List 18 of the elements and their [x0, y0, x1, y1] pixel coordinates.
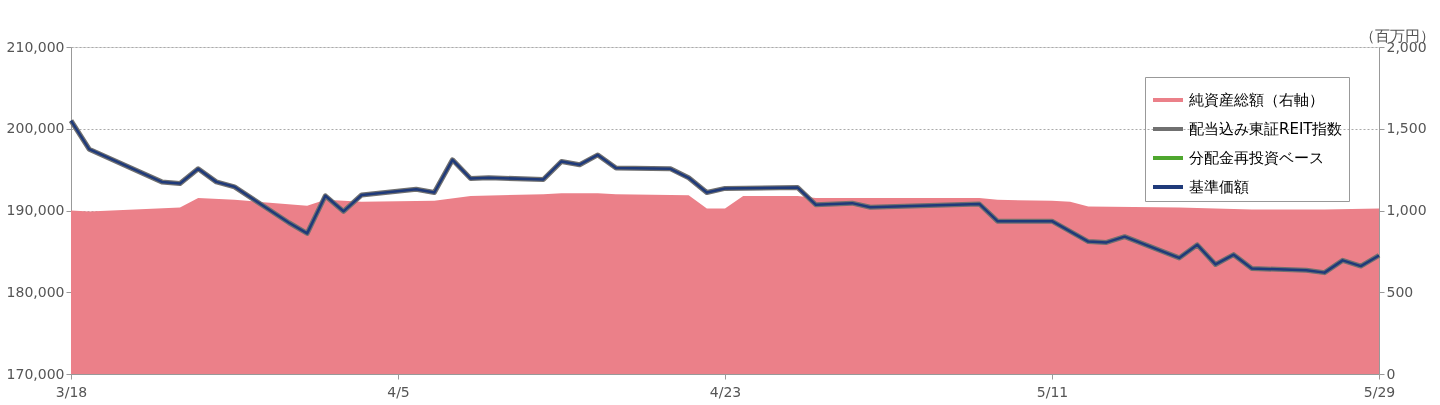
legend-label: 配当込み東証REIT指数	[1189, 120, 1343, 138]
x-tick-label: 4/5	[387, 383, 410, 400]
legend-label: 分配金再投資ベース	[1189, 149, 1324, 167]
y2-tick-label: 500	[1386, 283, 1414, 300]
x-tick-label: 5/29	[1363, 383, 1396, 400]
y2-tick-label: 1,500	[1386, 120, 1427, 137]
legend-label: 基準価額	[1189, 178, 1249, 196]
x-tick-label: 4/23	[709, 383, 742, 400]
y-tick-label: 210,000	[6, 38, 65, 55]
y2-tick-label: 0	[1386, 365, 1396, 382]
y-tick-label: 180,000	[6, 283, 65, 300]
y-tick-label: 170,000	[6, 365, 65, 382]
y2-tick-label: 1,000	[1386, 202, 1427, 218]
legend-label: 純資産総額（右軸）	[1189, 91, 1324, 109]
y-tick-label: 190,000	[6, 202, 65, 218]
x-tick-label: 5/11	[1036, 383, 1069, 400]
y-tick-label: 200,000	[6, 120, 65, 137]
x-tick-label: 3/18	[55, 383, 88, 400]
